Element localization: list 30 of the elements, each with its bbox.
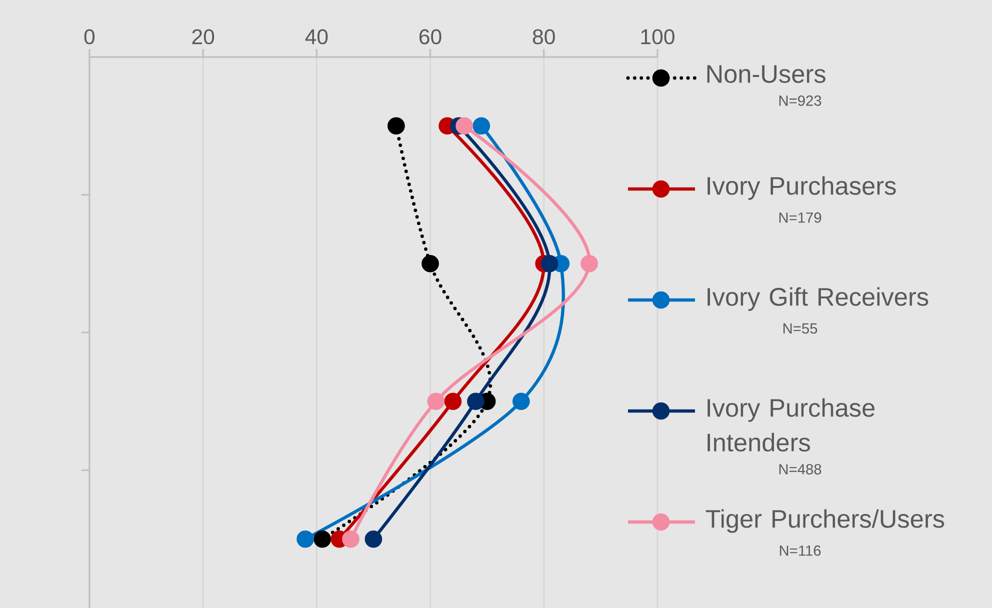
point	[388, 117, 405, 135]
text: N=179	[779, 212, 822, 223]
point	[422, 254, 439, 272]
x-tick-label: 40	[305, 29, 328, 44]
x-tick-label: 60	[419, 29, 442, 44]
text: N=923	[779, 95, 822, 106]
x-tick-label: 0	[84, 29, 95, 44]
point	[512, 392, 530, 410]
legend-label: Tiger Purchers/Users	[706, 509, 944, 533]
point	[364, 530, 382, 548]
legend-label: Ivory Gift Receivers	[708, 287, 928, 311]
x-tick-label: 20	[192, 29, 214, 44]
point	[472, 117, 490, 135]
point	[444, 392, 462, 410]
legend-label: Ivory Purchasers	[708, 176, 896, 200]
point	[314, 530, 332, 548]
text: N=488	[779, 464, 822, 474]
text: N=55	[783, 323, 818, 334]
point	[427, 392, 445, 410]
text: N=116	[780, 545, 821, 556]
point	[467, 392, 484, 410]
x-tick-label: 80	[532, 29, 555, 44]
x-tick-label: 100	[641, 29, 674, 44]
point	[296, 530, 314, 548]
legend-label: Non-Users	[707, 65, 826, 83]
point	[456, 117, 474, 135]
point	[342, 530, 360, 548]
point	[540, 254, 558, 272]
point	[580, 254, 598, 272]
legend-label: Ivory Purchase Intenders	[708, 398, 874, 452]
